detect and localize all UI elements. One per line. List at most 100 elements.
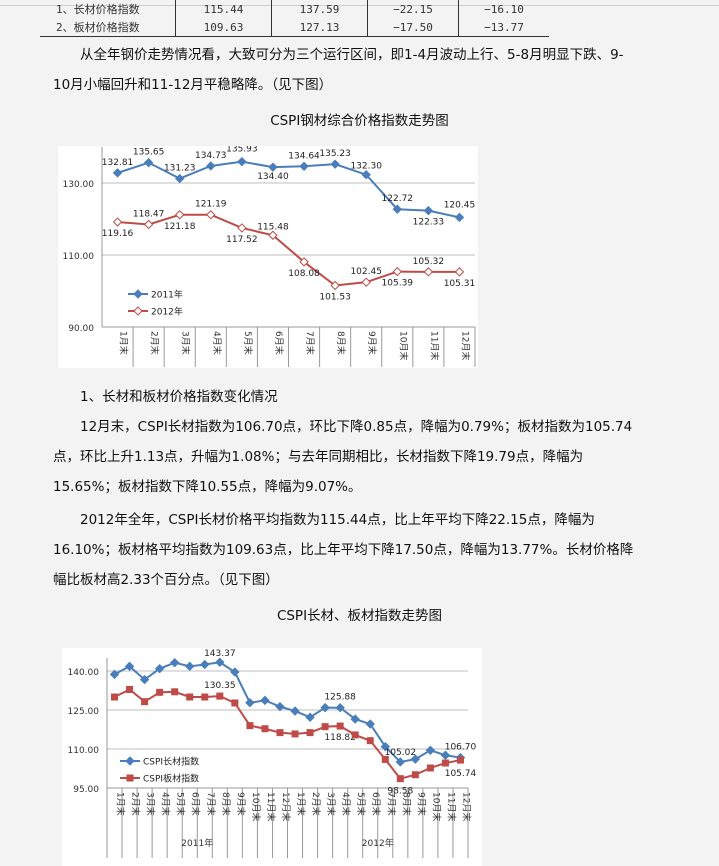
data-label: 125.88 bbox=[324, 693, 356, 703]
data-point bbox=[109, 669, 120, 680]
data-label: 122.33 bbox=[413, 218, 445, 228]
data-label: 105.31 bbox=[444, 279, 476, 289]
data-label: 117.52 bbox=[226, 235, 258, 245]
table-cell: −16.10 bbox=[458, 0, 549, 18]
data-label: 108.08 bbox=[288, 269, 320, 279]
x-tick-label: 4月末 bbox=[211, 331, 223, 355]
data-label: 105.74 bbox=[445, 769, 477, 779]
data-point bbox=[392, 266, 402, 277]
x-tick-label: 5月末 bbox=[355, 792, 367, 816]
paragraph-line: 从全年钢价走势情况看，大致可分为三个运行区间，即1-4月波动上行、5-8月明显下… bbox=[80, 47, 624, 63]
series-line-1 bbox=[117, 213, 460, 287]
data-label: 135.93 bbox=[226, 146, 258, 155]
data-point bbox=[143, 219, 154, 230]
paragraph-line: 2012年全年，CSPI长材价格平均指数为115.44点，比上年平均下降22.1… bbox=[80, 512, 595, 528]
x-tick-label: 8月末 bbox=[335, 331, 347, 355]
data-point bbox=[321, 723, 329, 731]
paragraph-line: 幅比板材高2.33个百分点。（见下图） bbox=[53, 572, 279, 588]
y-tick-label: 110.00 bbox=[63, 252, 95, 262]
data-point bbox=[169, 657, 180, 668]
data-label: 106.70 bbox=[445, 743, 477, 753]
data-point bbox=[111, 693, 119, 701]
y-tick-label: 110.00 bbox=[68, 746, 100, 756]
data-point bbox=[215, 657, 225, 667]
x-tick-label: 8月末 bbox=[400, 792, 412, 816]
data-point bbox=[423, 205, 434, 216]
x-tick-label: 12月末 bbox=[459, 331, 471, 360]
data-point bbox=[139, 674, 150, 685]
data-label: 132.30 bbox=[350, 162, 382, 172]
table-cell: 109.63 bbox=[175, 18, 272, 37]
data-label: 132.81 bbox=[102, 158, 133, 168]
data-point bbox=[112, 217, 123, 227]
x-group-label: 2012年 bbox=[362, 837, 394, 849]
data-point bbox=[366, 737, 374, 745]
data-point bbox=[185, 661, 195, 672]
data-label: 98.58 bbox=[387, 787, 413, 797]
data-label: 115.48 bbox=[257, 222, 289, 232]
data-point bbox=[231, 699, 239, 707]
data-point bbox=[320, 702, 330, 713]
data-point bbox=[395, 757, 406, 767]
data-point bbox=[245, 698, 255, 708]
x-tick-label: 8月末 bbox=[220, 792, 232, 816]
data-point bbox=[365, 719, 375, 729]
x-tick-label: 12月末 bbox=[460, 792, 472, 821]
data-label: 119.16 bbox=[102, 229, 134, 239]
data-label: 130.35 bbox=[204, 681, 236, 691]
x-tick-label: 2月末 bbox=[310, 792, 322, 816]
legend-label: 2011年 bbox=[151, 289, 183, 301]
data-point bbox=[275, 701, 285, 712]
data-point bbox=[201, 693, 209, 701]
x-tick-label: 10月末 bbox=[430, 792, 442, 821]
chart1: 90.00 110.00 130.00 1月末 2月末 3月末 4月末 5月末 6月末 7月末 8月… bbox=[58, 145, 478, 368]
data-point bbox=[454, 212, 465, 223]
x-tick-label: 9月末 bbox=[415, 792, 427, 816]
table-cell: 127.13 bbox=[271, 18, 368, 37]
data-label: 131.23 bbox=[164, 164, 196, 174]
x-group-label: 2011年 bbox=[181, 837, 213, 849]
x-tick-label: 10月末 bbox=[397, 331, 409, 360]
data-label: 122.72 bbox=[382, 194, 414, 204]
data-point bbox=[441, 759, 449, 767]
x-tick-label: 11月末 bbox=[428, 331, 440, 360]
chart1-svg: 90.00 110.00 130.00 1月末 2月末 3月末 4月末 5月末 6月末 7月末 8月… bbox=[63, 145, 476, 367]
x-tick-label: 5月末 bbox=[175, 792, 187, 816]
data-label: 121.18 bbox=[164, 222, 196, 232]
table-cell: −13.77 bbox=[458, 18, 549, 37]
data-label: 102.45 bbox=[350, 267, 382, 277]
data-point bbox=[454, 267, 465, 277]
data-point bbox=[175, 210, 185, 220]
data-point bbox=[330, 280, 340, 291]
data-point bbox=[237, 223, 247, 233]
x-tick-label: 7月末 bbox=[205, 792, 217, 816]
data-point bbox=[261, 725, 269, 733]
data-point bbox=[440, 750, 451, 760]
data-point bbox=[246, 722, 254, 730]
table-cell: −17.50 bbox=[367, 18, 459, 37]
x-tick-label: 10月末 bbox=[250, 792, 262, 821]
data-point bbox=[237, 156, 247, 167]
legend-label: 2012年 bbox=[151, 306, 183, 318]
data-label: 121.19 bbox=[195, 200, 227, 210]
data-point bbox=[423, 267, 434, 277]
data-label: 120.45 bbox=[444, 200, 476, 210]
data-point bbox=[456, 756, 464, 764]
data-point bbox=[335, 703, 345, 713]
y-tick-label: 140.00 bbox=[68, 668, 100, 678]
data-point bbox=[175, 173, 185, 184]
x-tick-label: 3月末 bbox=[180, 331, 192, 355]
x-tick-label: 1月末 bbox=[118, 331, 130, 355]
x-tick-label: 5月末 bbox=[242, 331, 254, 355]
data-point bbox=[154, 663, 165, 674]
data-point bbox=[425, 745, 436, 756]
data-label: 118.47 bbox=[133, 210, 165, 220]
data-point bbox=[361, 170, 371, 180]
paragraph-line: 10月小幅回升和11-12月平稳略降。（见下图） bbox=[53, 77, 333, 93]
data-point bbox=[200, 659, 210, 670]
x-tick-label: 11月末 bbox=[265, 792, 277, 821]
table-cell: −22.15 bbox=[367, 0, 459, 18]
x-tick-label: 7月末 bbox=[304, 331, 316, 355]
table-row: 1、长材价格指数 115.44 137.59 −22.15 −16.10 bbox=[40, 0, 549, 18]
